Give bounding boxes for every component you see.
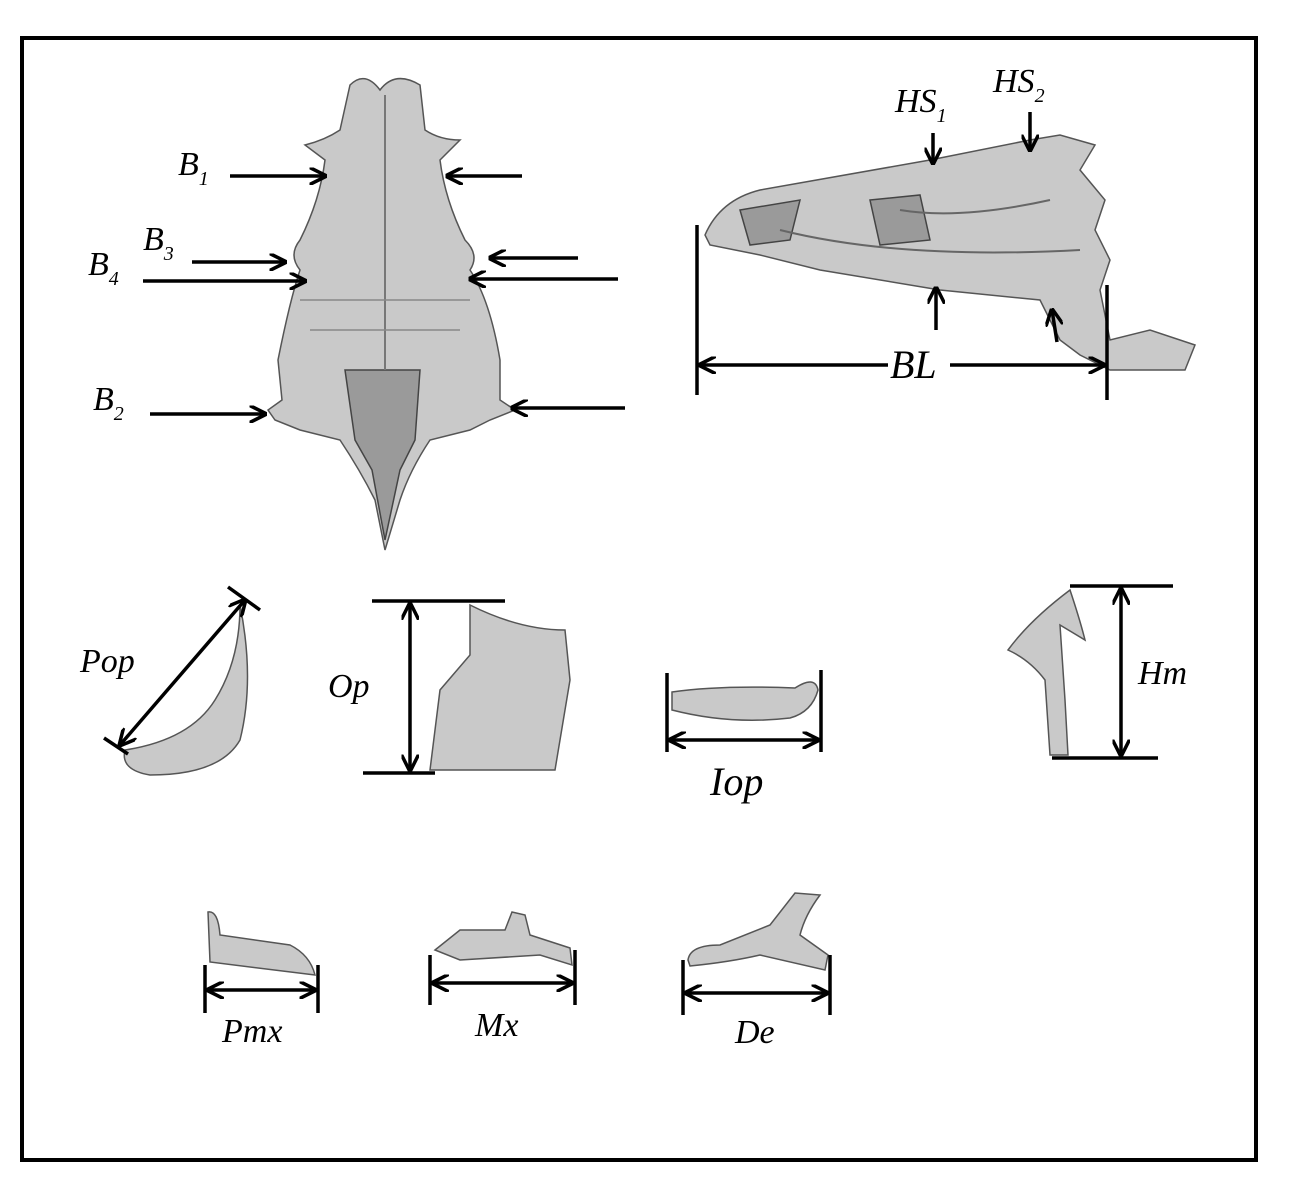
de-measurement: De <box>681 892 832 1051</box>
b1-label: B1 <box>178 146 209 190</box>
bl-measurement: BL <box>695 225 1109 400</box>
b1-measurement: B1 <box>178 146 522 190</box>
frame-border <box>20 36 1258 1162</box>
hm-measurement: Hm <box>1006 584 1187 760</box>
b2-measurement: B2 <box>93 381 625 425</box>
hm-label: Hm <box>1137 655 1187 692</box>
b3-measurement: B3 <box>143 221 578 265</box>
dorsal-skull-image <box>266 77 517 551</box>
pop-label: Pop <box>79 643 135 680</box>
mx-label: Mx <box>474 1007 518 1044</box>
hs1-measurement: HS1 <box>894 83 947 163</box>
b3-label: B3 <box>143 221 174 265</box>
b2-label: B2 <box>93 381 124 425</box>
mx-measurement: Mx <box>428 911 577 1044</box>
iop-label: Iop <box>709 759 763 804</box>
iop-measurement: Iop <box>665 670 823 804</box>
pop-measurement: Pop <box>79 585 262 776</box>
de-label: De <box>734 1014 775 1051</box>
hs2-measurement: HS2 <box>992 63 1045 150</box>
lateral-skull-image <box>704 134 1196 371</box>
hs2-label: HS2 <box>992 63 1045 107</box>
op-measurement: Op <box>328 599 571 775</box>
bl-label: BL <box>890 342 937 387</box>
b4-measurement: B4 <box>88 246 618 290</box>
op-label: Op <box>328 668 370 705</box>
pmx-measurement: Pmx <box>203 911 320 1050</box>
pmx-label: Pmx <box>221 1013 282 1050</box>
hs1-label: HS1 <box>894 83 947 127</box>
b4-label: B4 <box>88 246 119 290</box>
lower-depth-arrow-2 <box>1052 310 1057 343</box>
